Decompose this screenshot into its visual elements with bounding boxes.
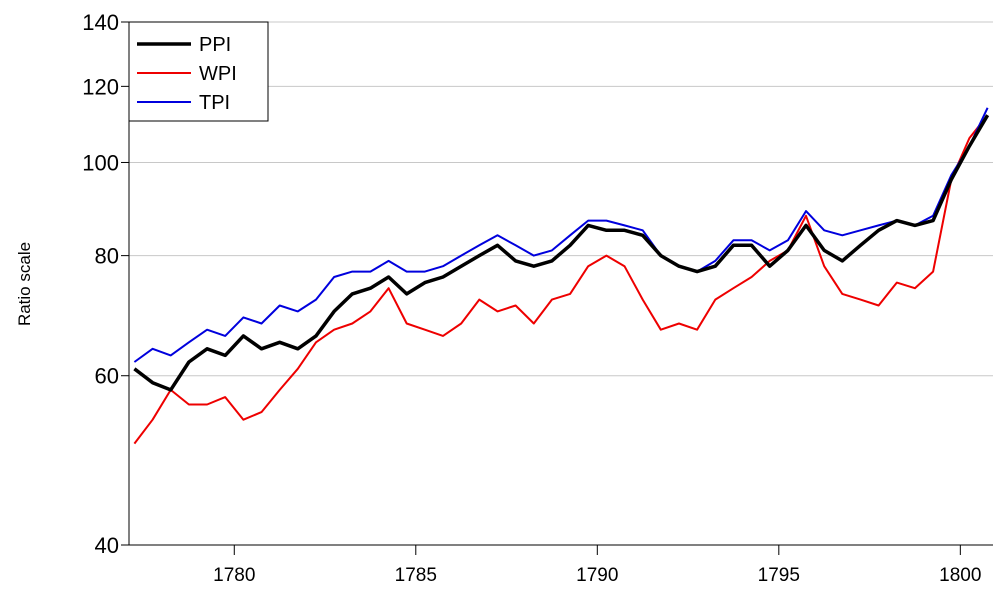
y-tick-label: 100 [82, 150, 119, 175]
x-tick-label: 1790 [576, 565, 618, 586]
legend-label: TPI [199, 92, 230, 114]
legend-box [128, 21, 269, 122]
series-line [133, 107, 989, 363]
legend-label: WPI [199, 63, 237, 85]
y-axis-label: Ratio scale [15, 242, 34, 326]
y-tick-label: 120 [82, 74, 119, 99]
y-tick-label: 40 [95, 533, 119, 558]
y-tick-label: 140 [82, 10, 119, 35]
series-line [133, 114, 989, 445]
y-tick-label: 80 [95, 244, 119, 269]
legend-label: PPI [199, 34, 231, 56]
x-tick-label: 1795 [758, 565, 800, 586]
x-tick-label: 1780 [213, 565, 255, 586]
x-tick-label: 1785 [395, 565, 437, 586]
x-tick-label: 1800 [939, 565, 981, 586]
y-tick-label: 60 [95, 364, 119, 389]
series-line [133, 114, 990, 392]
